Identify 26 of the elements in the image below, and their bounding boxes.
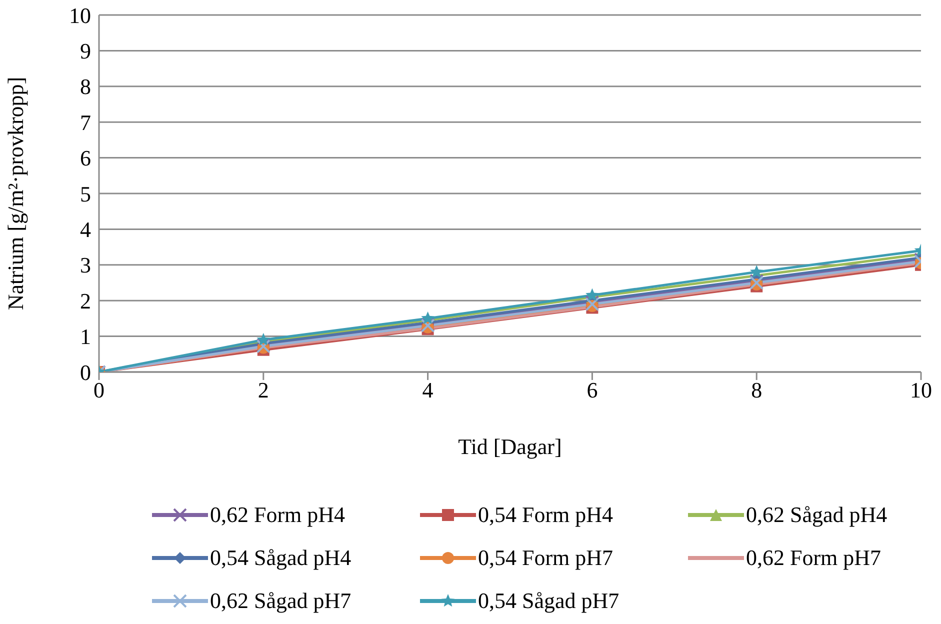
y-tick-label: 0 bbox=[80, 360, 91, 385]
legend-label: 0,54 Sågad pH7 bbox=[478, 588, 620, 614]
x-tick-label: 8 bbox=[751, 378, 762, 403]
x-tick-label: 10 bbox=[910, 378, 932, 403]
legend-label: 0,54 Form pH4 bbox=[478, 502, 614, 528]
y-tick-label: 2 bbox=[80, 288, 91, 314]
y-tick-label: 3 bbox=[80, 252, 91, 278]
y-axis-title: Natrium [g/m²·provkropp] bbox=[2, 76, 28, 310]
y-tick-label: 8 bbox=[80, 74, 91, 100]
y-tick-label: 10 bbox=[69, 2, 91, 28]
y-tick-label: 6 bbox=[80, 146, 91, 171]
x-tick-label: 6 bbox=[586, 378, 598, 403]
y-tick-label: 7 bbox=[80, 110, 91, 135]
legend-label: 0,62 Sågad pH7 bbox=[210, 588, 352, 614]
legend-label: 0,62 Sågad pH4 bbox=[746, 502, 888, 528]
x-axis-title: Tid [Dagar] bbox=[458, 434, 562, 459]
y-tick-label: 9 bbox=[80, 38, 91, 64]
legend-label: 0,54 Form pH7 bbox=[478, 545, 614, 571]
y-tick-label: 1 bbox=[80, 324, 91, 350]
x-tick-label: 2 bbox=[258, 378, 269, 403]
y-tick-label: 5 bbox=[80, 181, 91, 206]
legend-label: 0,54 Sågad pH4 bbox=[210, 545, 352, 571]
x-tick-label: 4 bbox=[422, 378, 434, 403]
y-tick-label: 4 bbox=[80, 217, 91, 242]
legend-label: 0,62 Form pH7 bbox=[746, 545, 882, 571]
legend-label: 0,62 Form pH4 bbox=[210, 502, 346, 528]
